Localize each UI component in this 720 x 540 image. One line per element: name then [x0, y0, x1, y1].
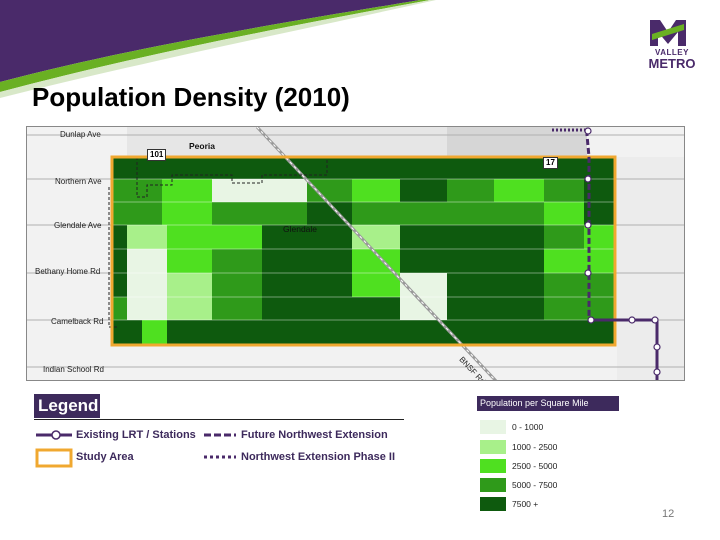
street-label-dunlap: Dunlap Ave — [60, 130, 101, 139]
density-label-7500-plus: 7500 + — [512, 499, 539, 509]
population-density-map: Dunlap Ave Northern Ave Glendale Ave Bet… — [26, 126, 685, 381]
phase2-icon — [204, 455, 236, 459]
street-label-northern: Northern Ave — [55, 177, 102, 186]
legend-divider — [34, 419, 404, 420]
density-legend-title: Population per Square Mile — [480, 398, 589, 408]
density-label-0-1000: 0 - 1000 — [512, 422, 544, 432]
study-area-icon — [35, 448, 73, 468]
logo-metro-text: METRO — [648, 56, 696, 71]
legend-label-existing-lrt: Existing LRT / Stations — [76, 429, 196, 441]
place-label-glendale: Glendale — [283, 224, 318, 234]
density-label-2500-5000: 2500 - 5000 — [512, 461, 558, 471]
freeway-shield-101: 101 — [147, 149, 167, 161]
legend-header — [34, 394, 100, 418]
street-label-bethany-home: Bethany Home Rd — [35, 267, 101, 276]
legend-label-study-area: Study Area — [76, 451, 134, 463]
density-swatch-7500-plus — [480, 497, 506, 511]
density-swatch-0-1000 — [480, 420, 506, 434]
valley-metro-logo: VALLEY METRO — [640, 14, 700, 76]
lrt-existing-icon — [36, 430, 72, 440]
legend-title: Legend — [38, 396, 99, 415]
density-legend-header — [477, 396, 619, 411]
street-label-indian-school: Indian School Rd — [43, 365, 104, 374]
density-swatch-2500-5000 — [480, 459, 506, 473]
legend-label-phase2: Northwest Extension Phase II — [241, 451, 396, 463]
map-canvas — [27, 127, 684, 380]
logo-valley-text: VALLEY — [655, 48, 689, 57]
street-label-glendale: Glendale Ave — [54, 221, 102, 230]
place-label-peoria: Peoria — [189, 141, 215, 151]
header-swoosh — [0, 0, 436, 98]
page-number: 12 — [662, 508, 675, 520]
future-extension-icon — [204, 433, 236, 437]
freeway-shield-17: 17 — [543, 157, 558, 169]
legend-label-future-extension: Future Northwest Extension — [241, 429, 388, 441]
density-swatch-1000-2500 — [480, 440, 506, 454]
page-title: Population Density (2010) — [32, 82, 350, 112]
density-swatch-5000-7500 — [480, 478, 506, 492]
street-label-camelback: Camelback Rd — [51, 317, 104, 326]
density-label-5000-7500: 5000 - 7500 — [512, 480, 558, 490]
logo-m-icon — [650, 20, 686, 46]
density-label-1000-2500: 1000 - 2500 — [512, 442, 558, 452]
